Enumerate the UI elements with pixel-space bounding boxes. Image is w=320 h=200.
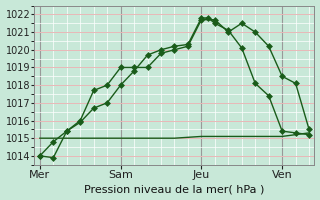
X-axis label: Pression niveau de la mer( hPa ): Pression niveau de la mer( hPa ): [84, 184, 265, 194]
